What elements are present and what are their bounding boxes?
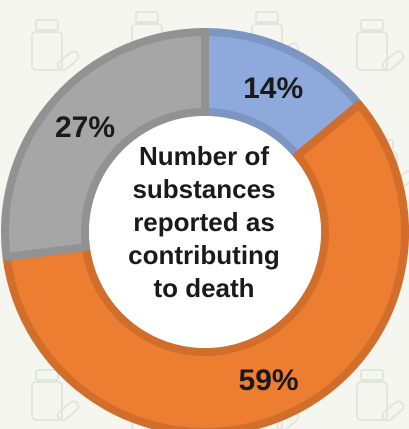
center-text-line: reported as	[133, 207, 275, 237]
pill-bottle-icon	[31, 19, 80, 72]
slice-data-label: 14%	[243, 72, 303, 105]
center-text-line: Number of	[139, 141, 269, 171]
slice-data-label: 27%	[55, 111, 115, 144]
donut-slice	[2, 100, 409, 429]
pill-bottle-icon	[356, 19, 405, 72]
slice-data-label: 59%	[239, 364, 299, 397]
chart-center-text: Number of substances reported as contrib…	[104, 140, 304, 305]
donut-slice	[1, 28, 209, 262]
pill-bottle-icon	[31, 369, 80, 422]
pill-bottle-icon	[356, 369, 405, 422]
donut-hole	[89, 116, 321, 348]
center-text-line: contributing	[128, 240, 280, 270]
center-text-line: to death	[153, 273, 255, 303]
center-text-line: substances	[132, 174, 276, 204]
